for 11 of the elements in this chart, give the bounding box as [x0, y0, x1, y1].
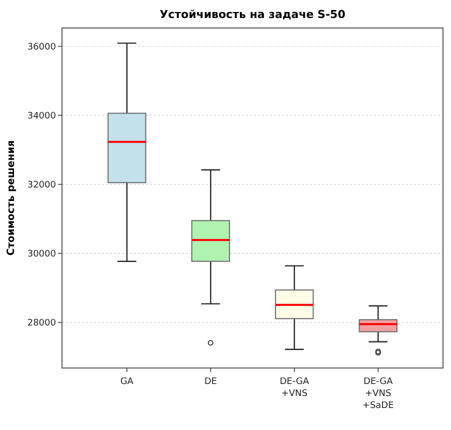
x-tick-label: GA: [120, 377, 134, 387]
y-axis-title: Стоимость решения: [6, 140, 17, 256]
y-tick-label: 36000: [27, 42, 56, 52]
chart-title: Устойчивость на задаче S-50: [160, 8, 346, 21]
x-tick-label: DE-GA +VNS: [280, 377, 310, 399]
y-tick-label: 32000: [27, 180, 56, 191]
y-tick-label: 28000: [27, 318, 56, 329]
y-tick-label: 34000: [27, 111, 56, 122]
x-tick-label: DE-GA +VNS +SaDE: [362, 377, 394, 411]
y-tick-label: 30000: [27, 250, 56, 260]
x-tick-label: DE: [204, 377, 218, 387]
